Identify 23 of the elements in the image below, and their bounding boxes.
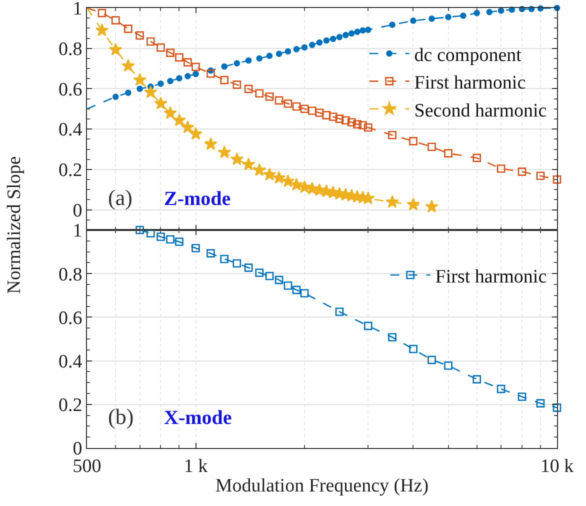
y-tick-label: 0.8 bbox=[58, 264, 82, 286]
annotation: (b) bbox=[108, 404, 134, 429]
x-axis-title: Modulation Frequency (Hz) bbox=[215, 476, 429, 497]
annotation: X-mode bbox=[164, 407, 232, 429]
y-tick-label: 0.4 bbox=[58, 351, 83, 372]
y-tick-label: 0.6 bbox=[58, 79, 82, 100]
y-tick-label: 0.8 bbox=[58, 39, 82, 60]
legend-label: Second harmonic bbox=[414, 100, 547, 122]
y-tick-label: 1 bbox=[72, 220, 82, 242]
y-tick-label: 0.4 bbox=[58, 120, 83, 141]
y-tick-label: 0 bbox=[72, 200, 82, 222]
legend-label: First harmonic bbox=[414, 72, 526, 94]
annotation: (a) bbox=[108, 185, 132, 210]
annotation: Z-mode bbox=[164, 188, 231, 210]
legend-label: First harmonic bbox=[435, 266, 547, 288]
legend-label: dc component bbox=[414, 44, 522, 66]
y-tick-label: 0.6 bbox=[58, 308, 82, 329]
x-tick-label: 1 k bbox=[184, 456, 208, 477]
y-tick-label: 0.2 bbox=[58, 160, 82, 182]
y-tick-label: 1 bbox=[72, 0, 82, 20]
x-tick-label: 10 k bbox=[540, 456, 574, 477]
y-axis-title: Normalized Slope bbox=[4, 156, 26, 294]
y-tick-label: 0.2 bbox=[58, 395, 82, 416]
